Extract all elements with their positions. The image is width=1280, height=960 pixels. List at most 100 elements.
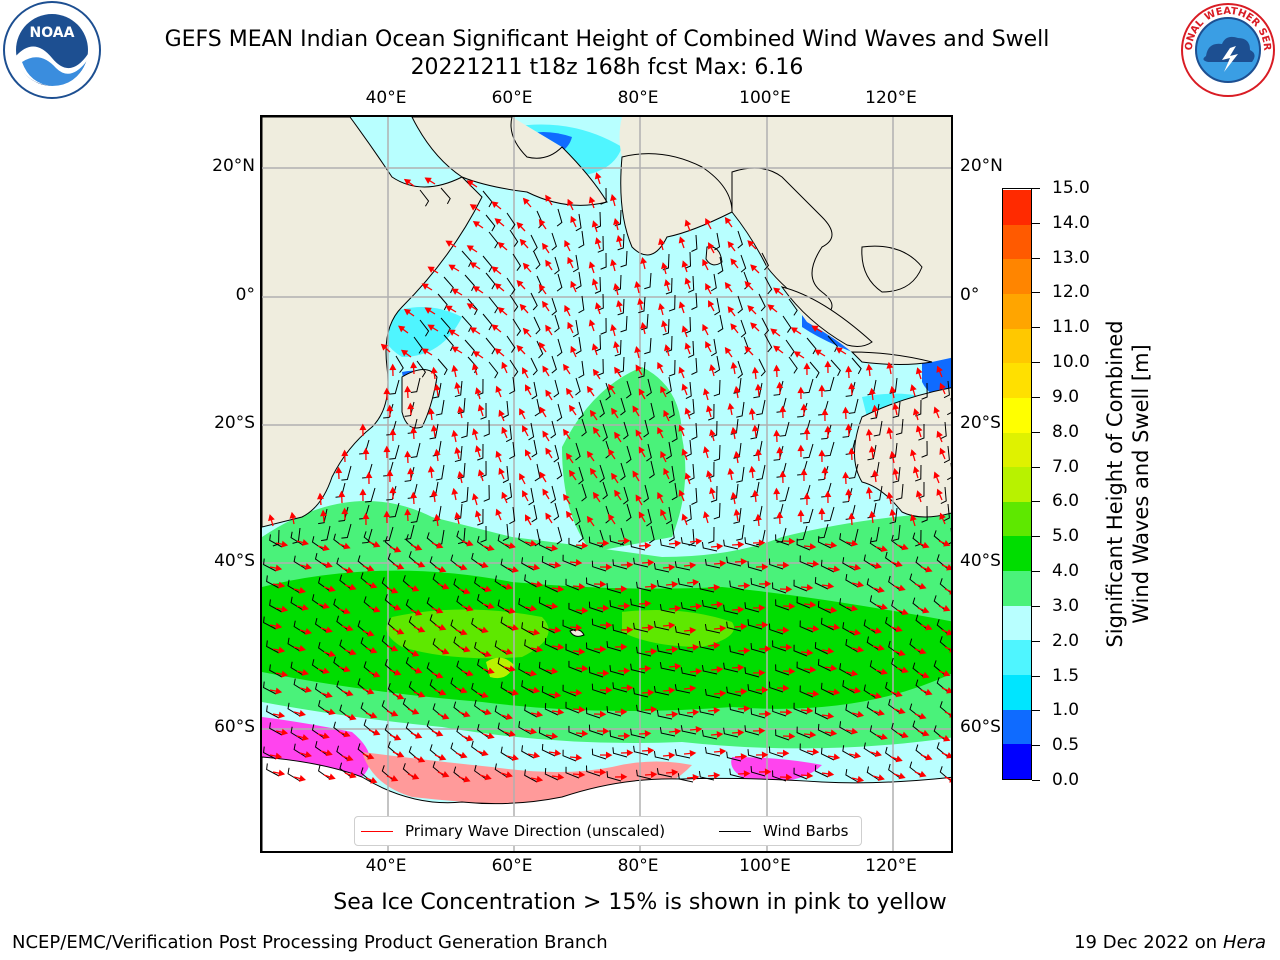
wind-barb <box>620 250 628 268</box>
wave-arrow-head <box>424 307 432 314</box>
wind-barb <box>713 379 721 397</box>
wind-barb <box>714 232 721 251</box>
wind-barb <box>659 604 676 614</box>
wind-barb <box>643 419 650 438</box>
wind-barb <box>443 334 454 352</box>
wave-arrow-head <box>764 710 772 718</box>
wave-arrow-head <box>936 488 943 496</box>
wind-barb <box>747 619 763 630</box>
wave-arrow-head <box>895 560 903 568</box>
wind-barb <box>509 376 516 395</box>
wind-barb <box>680 602 697 612</box>
wave-arrow-head <box>925 565 933 573</box>
wave-arrow-head <box>782 561 790 569</box>
wind-barb <box>848 398 859 414</box>
wave-arrow-head <box>788 732 796 740</box>
wave-arrow-head <box>424 177 432 184</box>
wave-arrow-head <box>442 713 450 720</box>
wind-barb <box>266 705 280 719</box>
wave-arrow-head <box>484 773 492 781</box>
wind-barb <box>737 360 743 379</box>
wind-barb <box>733 507 742 524</box>
wave-arrow-head <box>457 405 465 413</box>
wind-barb <box>591 748 607 760</box>
wind-barb <box>889 442 898 459</box>
wind-barb <box>793 702 808 715</box>
wave-arrow-head <box>370 712 378 719</box>
wave-arrow-head <box>522 425 529 433</box>
wind-barb <box>750 766 766 777</box>
wave-arrow-head <box>599 645 607 653</box>
wind-barb <box>845 573 859 588</box>
colorbar-tick-label: 0.5 <box>1052 735 1080 756</box>
wave-arrow-head <box>812 690 820 698</box>
wave-arrow-head <box>421 283 429 290</box>
wave-arrow-head <box>391 710 399 717</box>
wind-barb <box>799 620 814 633</box>
wave-arrow-head <box>581 541 589 549</box>
wave-arrow-head <box>575 624 583 632</box>
wave-arrow-head <box>695 602 703 610</box>
wind-barb <box>677 578 694 588</box>
wave-band-5-6m <box>386 609 549 659</box>
wind-barb <box>269 722 283 736</box>
colorbar-tick <box>1032 188 1040 189</box>
wind-barb <box>701 599 718 610</box>
wind-barb <box>892 524 901 542</box>
wave-arrow-head <box>530 539 538 547</box>
wave-height-map <box>260 115 953 853</box>
wind-barb <box>509 294 519 312</box>
wind-barb <box>509 441 516 460</box>
wind-barb <box>500 616 514 631</box>
wave-arrow-head <box>436 607 444 614</box>
wind-barb <box>606 583 622 594</box>
wave-arrow-head <box>613 218 620 226</box>
colorbar-tick-label: 9.0 <box>1052 386 1080 407</box>
wave-arrow-head <box>439 754 447 761</box>
wind-barb <box>775 599 790 611</box>
wave-arrow-head <box>497 306 505 314</box>
wave-arrow-head <box>471 363 479 371</box>
wave-arrow-head <box>316 492 324 500</box>
wind-barb <box>572 319 579 338</box>
wave-arrow-head <box>430 366 438 374</box>
wind-barb <box>553 444 560 463</box>
wave-arrow-head <box>750 322 758 330</box>
wind-barb <box>653 751 670 761</box>
wind-barb <box>287 637 301 652</box>
wind-barb <box>287 767 301 782</box>
wind-barb <box>788 298 798 316</box>
wind-barb <box>531 504 538 523</box>
wind-barb <box>730 483 739 500</box>
wind-barb <box>602 481 608 500</box>
wind-barb <box>485 214 496 232</box>
wave-arrow-head <box>724 216 732 225</box>
wind-barb <box>674 684 691 694</box>
wave-arrow-head <box>501 491 508 499</box>
wind-barb <box>750 578 766 589</box>
colorbar-tick <box>1032 292 1040 294</box>
wave-arrow-head <box>702 511 710 519</box>
wind-barb <box>867 444 877 461</box>
wind-barb <box>726 686 742 697</box>
wind-barb <box>793 767 808 780</box>
colorbar-title-line1: Significant Height of Combined <box>1103 320 1127 648</box>
wind-barb <box>747 684 763 695</box>
wave-arrow-head <box>713 772 721 779</box>
wind-barb <box>830 359 841 377</box>
wave-arrow-head <box>818 449 826 457</box>
wind-barb <box>556 208 563 227</box>
wind-barb <box>863 554 877 569</box>
wave-arrow-head <box>403 178 412 186</box>
wave-arrow-head <box>684 277 692 285</box>
wave-arrow-head <box>880 603 888 611</box>
wave-arrow-head <box>397 693 405 700</box>
wave-arrow-head <box>430 489 438 497</box>
wave-arrow-head <box>684 407 692 415</box>
wind-barb <box>432 382 442 399</box>
wave-arrow-head <box>533 563 541 571</box>
wave-arrow-head <box>674 662 682 670</box>
wave-arrow-head <box>471 493 479 501</box>
wave-arrow-head <box>325 691 333 699</box>
wave-arrow-head <box>713 642 721 649</box>
